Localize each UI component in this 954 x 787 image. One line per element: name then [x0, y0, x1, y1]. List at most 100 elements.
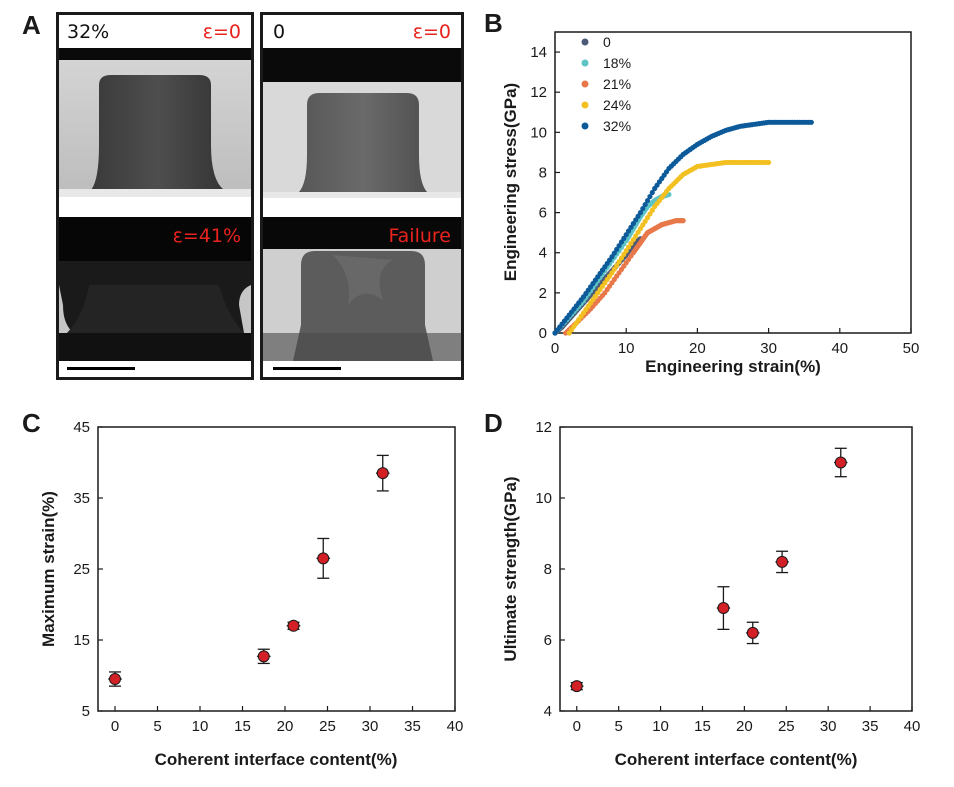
chart-d-y-tick-label: 4: [544, 703, 552, 720]
chart-d-x-tick-label: 40: [904, 718, 921, 735]
chart-c-x-tick-label: 40: [447, 718, 464, 735]
chart-c-y-tick-label: 35: [73, 490, 90, 507]
chart-b-x-tick-label: 50: [903, 340, 920, 357]
chart-b-point: [633, 217, 639, 223]
tem-right-scale-strip: [263, 361, 461, 377]
chart-b-point: [766, 159, 772, 166]
chart-b-x-tick-label: 20: [689, 340, 706, 357]
chart-c-max-strain: 0 5 10 15 20 25 30 35 40 5 15 25 35 45 Coherent inter…: [39, 419, 464, 769]
chart-b-point: [623, 248, 629, 254]
chart-d-x-tick-label: 30: [820, 718, 837, 735]
chart-d-data-point: [834, 456, 847, 469]
tem-image-32-percent: 32% ε=0 ε=41%: [56, 12, 254, 380]
tem-left-strain-41: ε=41%: [172, 225, 241, 247]
chart-c-y-axis-label: Maximum strain(%): [39, 491, 58, 647]
tem-left-strain-zero: ε=0: [202, 21, 241, 43]
chart-c-x-tick-label: 25: [319, 718, 336, 735]
chart-b-legend-label: 18%: [603, 55, 631, 71]
chart-c-x-tick-label: 5: [153, 718, 161, 735]
chart-b-x-axis-label: Engineering strain(%): [645, 357, 821, 376]
chart-b-point: [635, 229, 641, 235]
chart-d-x-tick-label: 5: [614, 718, 622, 735]
tem-micrograph-0: [263, 15, 461, 377]
chart-b-point: [637, 226, 644, 232]
panel-a-letter: A: [22, 10, 41, 40]
chart-b-point: [808, 119, 814, 125]
scale-bar-right: [273, 367, 341, 370]
chart-d-y-tick-label: 12: [535, 419, 552, 436]
chart-b-x-tick-label: 40: [831, 340, 848, 357]
tem-right-strain-zero: ε=0: [412, 21, 451, 43]
tem-image-0-percent: 0 ε=0 Failure: [260, 12, 464, 380]
chart-b-x-tick-label: 10: [618, 340, 635, 357]
chart-b-point: [644, 197, 651, 204]
chart-d-x-axis-label: Coherent interface content(%): [615, 750, 858, 769]
chart-b-point: [647, 193, 653, 200]
chart-b-legend-marker: [581, 80, 589, 88]
chart-c-data-point: [376, 467, 389, 480]
chart-b-point: [637, 210, 644, 216]
chart-b-y-tick-label: 12: [530, 84, 547, 101]
chart-b-point: [647, 211, 653, 217]
chart-d-y-tick-label: 6: [544, 632, 552, 649]
chart-d-x-tick-label: 15: [694, 718, 711, 735]
chart-c-data-point: [109, 673, 121, 686]
chart-b-legend-label: 32%: [603, 118, 631, 134]
chart-b-point: [609, 270, 615, 276]
chart-b-point: [630, 221, 636, 227]
chart-b-legend-marker: [581, 38, 589, 46]
chart-b-y-tick-label: 4: [539, 245, 547, 262]
chart-c-y-tick-label: 25: [73, 561, 90, 578]
chart-c-x-tick-label: 30: [362, 718, 379, 735]
chart-b-legend-marker: [581, 59, 589, 67]
tem-right-failure-label: Failure: [388, 225, 451, 247]
chart-b-point: [642, 201, 648, 208]
chart-b-point: [630, 237, 636, 243]
chart-b-point: [635, 213, 641, 219]
chart-c-y-tick-label: 15: [73, 632, 90, 649]
chart-b-point: [616, 259, 622, 265]
chart-b-point: [611, 266, 617, 272]
tem-right-content-label: 0: [273, 21, 286, 43]
chart-d-data-point: [717, 602, 730, 615]
chart-b-point: [625, 244, 632, 250]
panel-d-letter: D: [484, 408, 503, 438]
chart-b-point: [621, 235, 627, 241]
chart-c-y-tick-label: 5: [82, 703, 90, 720]
chart-d-data-point: [570, 680, 583, 693]
chart-b-point: [618, 255, 625, 261]
chart-b-point: [640, 205, 646, 212]
chart-d-plot-frame: [559, 426, 913, 712]
chart-b-point: [628, 240, 634, 246]
tem-micrograph-32: [59, 15, 251, 377]
chart-d-ultimate-strength: 0 5 10 15 20 25 30 35 40 4 6 8 10 12 Coherent interfa…: [501, 419, 921, 769]
chart-b-stress-strain: 0 10 20 30 40 50 0 2 4 6 8 10 12 14 0 18% 21% 24% 32% Eng…: [501, 31, 920, 376]
tem-left-scale-strip: [59, 361, 251, 377]
chart-b-point: [614, 246, 620, 252]
chart-d-x-tick-label: 20: [736, 718, 753, 735]
chart-b-point: [609, 254, 615, 260]
chart-d-x-tick-label: 0: [573, 718, 581, 735]
chart-b-point: [680, 218, 686, 224]
chart-d-x-tick-label: 10: [652, 718, 669, 735]
chart-c-x-tick-label: 0: [111, 718, 119, 735]
chart-b-legend-label: 0: [603, 34, 611, 50]
scale-bar-left: [67, 367, 135, 370]
chart-b-y-tick-label: 10: [530, 124, 547, 141]
chart-b-y-axis-label: Engineering stress(GPa): [501, 83, 520, 281]
chart-c-x-tick-label: 35: [404, 718, 421, 735]
panel-b-letter: B: [484, 8, 503, 38]
chart-b-x-tick-label: 0: [551, 340, 559, 357]
chart-b-legend-label: 21%: [603, 76, 631, 92]
chart-b-point: [649, 189, 655, 196]
chart-b-y-tick-label: 2: [539, 285, 547, 302]
chart-b-point: [628, 224, 634, 230]
chart-b-point: [611, 250, 617, 256]
chart-b-point: [616, 243, 622, 249]
chart-c-x-axis-label: Coherent interface content(%): [155, 750, 398, 769]
chart-c-x-tick-label: 15: [234, 718, 251, 735]
chart-b-y-tick-label: 0: [539, 325, 547, 342]
chart-b-y-tick-label: 14: [530, 44, 547, 61]
chart-b-point: [618, 239, 625, 245]
chart-b-point: [621, 251, 627, 258]
